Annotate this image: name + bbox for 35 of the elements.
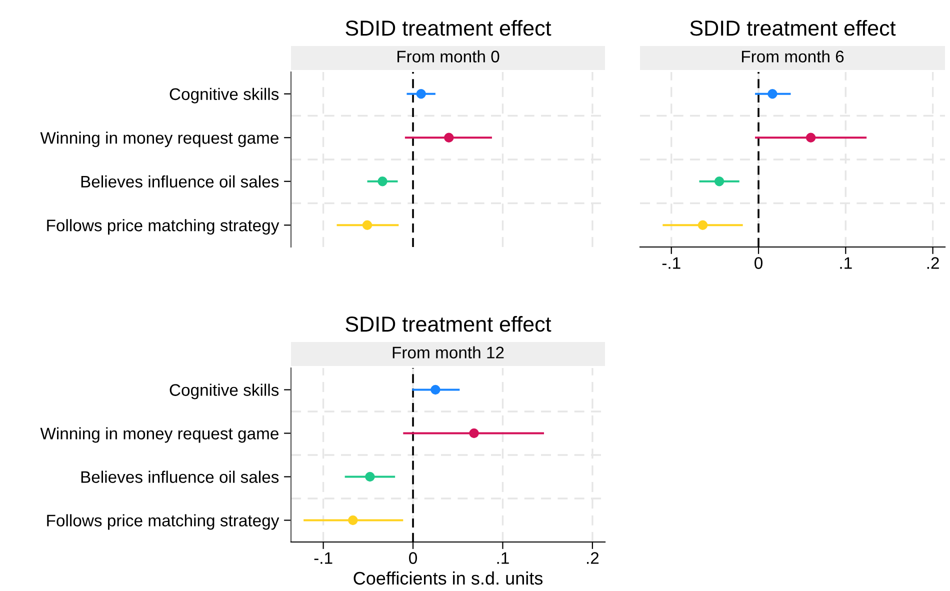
- point: [444, 132, 454, 142]
- point: [416, 89, 426, 99]
- chart-subtitle: From month 12: [392, 346, 504, 358]
- x-tick-label: 0: [409, 552, 417, 564]
- y-tick-label: Follows price matching strategy: [47, 219, 280, 235]
- chart-subtitle: From month 6: [742, 50, 844, 62]
- chart-title: SDID treatment effect: [346, 316, 552, 332]
- x-tick-label: .2: [927, 257, 939, 269]
- y-tick-label: Believes influence oil sales: [81, 175, 279, 188]
- point: [698, 220, 708, 230]
- point: [430, 384, 440, 395]
- x-tick-label: .2: [587, 552, 599, 564]
- y-tick-label: Cognitive skills: [170, 88, 279, 104]
- x-tick-label: -.1: [662, 257, 680, 269]
- x-tick-label: -.1: [314, 552, 332, 564]
- y-tick-label: Follows price matching strategy: [47, 514, 280, 530]
- point: [714, 176, 724, 186]
- point: [806, 132, 816, 142]
- point: [365, 472, 375, 482]
- x-tick-label: .1: [840, 257, 852, 269]
- point: [348, 515, 358, 526]
- y-tick-label: Winning in money request game: [40, 427, 278, 443]
- point: [378, 176, 388, 186]
- x-tick-label: .1: [497, 552, 509, 564]
- point: [768, 89, 778, 99]
- y-tick-label: Winning in money request game: [40, 132, 278, 148]
- chart-subtitle: From month 0: [398, 50, 500, 62]
- point: [469, 428, 479, 438]
- y-tick-label: Believes influence oil sales: [81, 470, 279, 483]
- y-tick-label: Cognitive skills: [170, 384, 279, 400]
- x-axis-title: Coefficients in s.d. units: [354, 571, 543, 585]
- chart-title: SDID treatment effect: [346, 20, 552, 36]
- point: [362, 220, 372, 230]
- chart-title: SDID treatment effect: [690, 20, 896, 36]
- x-tick-label: 0: [754, 257, 762, 269]
